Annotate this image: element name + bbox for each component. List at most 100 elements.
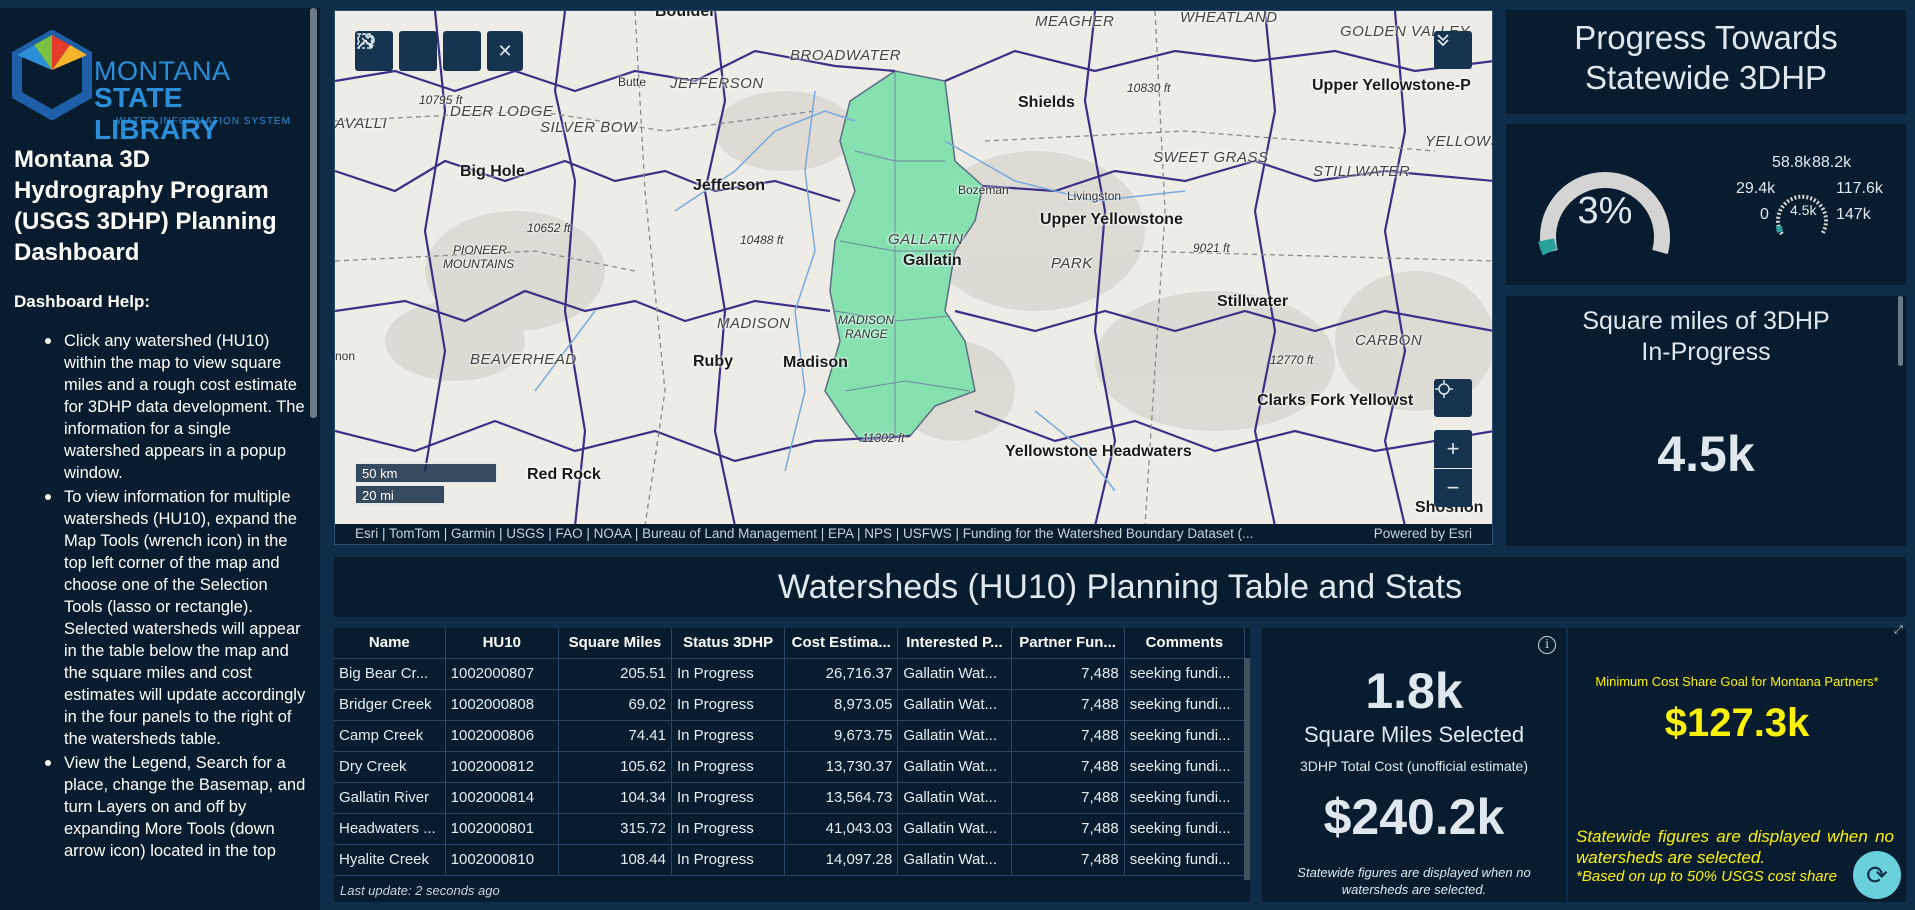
table-cell: 7,488 — [1011, 813, 1125, 845]
table-cell: Bridger Creek — [334, 689, 446, 721]
map-label: STILLWATER — [1313, 163, 1411, 180]
table-cell: seeking fundi... — [1124, 751, 1246, 783]
column-header[interactable]: Partner Fun... — [1011, 628, 1125, 659]
gauge-tick: 88.2k — [1812, 154, 1852, 171]
column-header[interactable]: Status 3DHP — [671, 628, 786, 659]
zoom-in-button[interactable]: + — [1434, 430, 1472, 468]
close-icon[interactable]: ✕ — [487, 31, 523, 71]
table-cell: seeking fundi... — [1124, 844, 1246, 876]
progress-gauge: 3% — [1530, 144, 1680, 264]
statewide-note: Statewide figures are displayed when no … — [1297, 865, 1531, 897]
map-attribution[interactable]: Esri | TomTom | Garmin | USGS | FAO | NO… — [335, 524, 1492, 544]
map-label: 12770 ft — [1270, 353, 1314, 367]
scale-km: 50 km — [355, 463, 497, 483]
cost-share-goal-panel: Minimum Cost Share Goal for Montana Part… — [1568, 628, 1906, 902]
dashboard-title: Montana 3D Hydrography Program (USGS 3DH… — [14, 146, 277, 266]
cost-share-goal-label: Minimum Cost Share Goal for Montana Part… — [1595, 674, 1879, 689]
left-panel-scrollbar[interactable] — [310, 8, 317, 418]
table-cell: 104.34 — [558, 782, 673, 814]
map-label: BROADWATER — [790, 47, 902, 64]
cost-share-footnote: *Based on up to 50% USGS cost share — [1576, 868, 1837, 885]
map-label: CARBON — [1355, 332, 1423, 349]
map-label: Livingston — [1067, 189, 1122, 203]
table-cell: 1002000801 — [445, 813, 559, 845]
table-row[interactable]: Bridger Creek 1002000808 69.02 In Progress 8… — [334, 689, 1246, 721]
column-header[interactable]: Interested P... — [897, 628, 1012, 659]
column-header[interactable]: Square Miles — [558, 628, 673, 659]
table-cell: Big Bear Cr... — [334, 658, 446, 690]
table-cell: 7,488 — [1011, 720, 1125, 752]
map-label: PIONEER — [453, 243, 508, 257]
table-cell: In Progress — [671, 813, 786, 845]
wrench-icon[interactable] — [355, 31, 393, 71]
watershed-table[interactable]: Name HU10 Square Miles Status 3DHP Cost Esti… — [334, 628, 1250, 902]
logo-text-wis: WATER INFORMATION SYSTEM — [116, 116, 291, 127]
map-label: Jefferson — [693, 177, 766, 194]
refresh-icon[interactable]: ⟳ — [1853, 851, 1901, 899]
table-cell: Gallatin Wat... — [897, 689, 1012, 721]
table-row[interactable]: Dry Creek 1002000812 105.62 In Progress 13,7… — [334, 751, 1246, 783]
map-label: SILVER BOW — [540, 119, 638, 136]
chevron-down-double-icon[interactable] — [1434, 31, 1472, 69]
table-row[interactable]: Headwaters ... 1002000801 315.72 In Progres… — [334, 813, 1246, 845]
locate-icon[interactable] — [1434, 379, 1472, 417]
powered-by-esri[interactable]: Powered by Esri — [1373, 526, 1472, 541]
map-label: MADISON — [717, 315, 791, 332]
map-label: Upper Yellowstone — [1040, 211, 1183, 228]
table-cell: 1002000806 — [445, 720, 559, 752]
map-label: YELLOWST — [1425, 133, 1492, 150]
table-row[interactable]: Gallatin River 1002000814 104.34 In Progres… — [334, 782, 1246, 814]
table-cell: 1002000814 — [445, 782, 559, 814]
table-cell: Headwaters ... — [334, 813, 446, 845]
table-row[interactable]: Big Bear Cr... 1002000807 205.51 In Progres… — [334, 658, 1246, 690]
cost-share-note: Statewide figures are displayed when no … — [1576, 827, 1894, 867]
small-progress-gauge: 58.8k 88.2k 29.4k 117.6k 0 4.5k 147k — [1716, 154, 1896, 264]
zoom-out-button[interactable]: − — [1434, 469, 1472, 507]
in-progress-label-line1: Square miles of 3DHP — [1582, 307, 1830, 335]
selected-watershed-gallatin[interactable] — [824, 70, 984, 442]
panel-scrollbar[interactable] — [1898, 296, 1903, 366]
table-scrollbar[interactable] — [1244, 658, 1250, 880]
map-label: MEAGHER — [1035, 13, 1115, 30]
map-label: DEER LODGE — [450, 103, 554, 120]
map-label: Madison — [783, 354, 848, 371]
map-label: Bozeman — [958, 183, 1009, 197]
map-label: Red Rock — [527, 466, 601, 483]
logo-hexagon-icon — [12, 29, 92, 121]
table-cell: seeking fundi... — [1124, 782, 1246, 814]
rectangle-select-icon[interactable] — [357, 31, 481, 71]
table-cell: In Progress — [671, 782, 786, 814]
table-cell: Gallatin River — [334, 782, 446, 814]
info-icon[interactable]: i — [1538, 636, 1556, 654]
map-label: JEFFERSON — [670, 75, 764, 92]
map-label: Boulder — [655, 10, 716, 20]
gauge-current: 4.5k — [1790, 202, 1817, 218]
lasso-icon[interactable] — [357, 31, 437, 71]
map-label: SWEET GRASS — [1153, 149, 1269, 166]
map-label: Gallatin — [903, 252, 962, 269]
table-row[interactable]: Hyalite Creek 1002000810 108.44 In Progress… — [334, 844, 1246, 876]
help-item: View the Legend, Search for a place, cha… — [45, 754, 306, 860]
table-row[interactable]: Camp Creek 1002000806 74.41 In Progress 9,67… — [334, 720, 1246, 752]
help-title: Dashboard Help: — [14, 292, 151, 311]
map-label: AVALLI — [335, 115, 388, 132]
table-header-row: Name HU10 Square Miles Status 3DHP Cost Esti… — [334, 628, 1246, 659]
progress-title-panel: Progress Towards Statewide 3DHP — [1506, 10, 1906, 114]
watershed-map[interactable]: Boulder MEAGHER WHEATLAND GOLDEN VALLEY … — [334, 10, 1493, 545]
table-cell: seeking fundi... — [1124, 689, 1246, 721]
expand-corner-icon[interactable]: ⤢ — [1894, 624, 1903, 636]
map-basemap[interactable] — [335, 11, 1493, 526]
table-cell: Gallatin Wat... — [897, 720, 1012, 752]
attribution-text: Esri | TomTom | Garmin | USGS | FAO | NO… — [355, 526, 1254, 541]
column-header[interactable]: Comments — [1124, 628, 1246, 659]
gauge-tick: 117.6k — [1836, 180, 1883, 197]
column-header[interactable]: HU10 — [445, 628, 559, 659]
table-cell: 41,043.03 — [784, 813, 899, 845]
gauge-tick: 58.8k — [1772, 154, 1812, 171]
table-cell: 7,488 — [1011, 782, 1125, 814]
map-toolbar: ✕ — [355, 31, 523, 71]
map-label: BEAVERHEAD — [470, 351, 577, 368]
column-header[interactable]: Name — [334, 628, 446, 659]
column-header[interactable]: Cost Estima... — [784, 628, 899, 659]
table-cell: Camp Creek — [334, 720, 446, 752]
